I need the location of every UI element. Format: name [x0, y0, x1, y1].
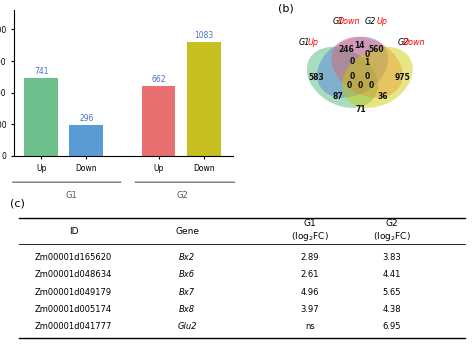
- Bar: [24, 78, 58, 156]
- Text: Up: Up: [376, 17, 387, 25]
- Bar: [70, 125, 103, 156]
- Text: 14: 14: [355, 41, 365, 50]
- Ellipse shape: [307, 47, 378, 108]
- Text: Zm00001d049179: Zm00001d049179: [35, 287, 112, 296]
- Text: 71: 71: [356, 105, 366, 114]
- Text: Gene: Gene: [175, 227, 199, 236]
- Text: Glu2: Glu2: [177, 322, 197, 331]
- Text: 246: 246: [338, 45, 354, 54]
- Text: 741: 741: [34, 67, 48, 76]
- Text: G1: G1: [299, 38, 310, 47]
- Bar: [142, 86, 175, 156]
- Text: 0: 0: [358, 81, 363, 90]
- Text: 975: 975: [395, 73, 410, 82]
- Text: 0: 0: [365, 50, 370, 58]
- Text: 560: 560: [368, 45, 383, 54]
- Text: ID: ID: [69, 227, 78, 236]
- Text: ns: ns: [305, 322, 315, 331]
- Text: Zm00001d165620: Zm00001d165620: [35, 253, 112, 262]
- Text: 4.41: 4.41: [383, 270, 401, 279]
- Text: G1: G1: [65, 191, 77, 200]
- Text: Zm00001d041777: Zm00001d041777: [35, 322, 112, 331]
- Text: G1: G1: [332, 17, 344, 25]
- Text: Bx2: Bx2: [179, 253, 195, 262]
- Text: Zm00001d048634: Zm00001d048634: [35, 270, 112, 279]
- Text: 6.95: 6.95: [383, 322, 401, 331]
- Bar: [187, 42, 220, 156]
- Text: Bx7: Bx7: [179, 287, 195, 296]
- Text: 3.97: 3.97: [301, 305, 319, 314]
- Text: 36: 36: [377, 92, 388, 101]
- Text: Down: Down: [337, 17, 360, 25]
- Text: G1
(log$_2$FC): G1 (log$_2$FC): [291, 219, 329, 243]
- Text: Up: Up: [308, 38, 319, 47]
- Text: 0: 0: [350, 57, 355, 66]
- Text: Zm00001d005174: Zm00001d005174: [35, 305, 112, 314]
- Text: (c): (c): [9, 198, 25, 208]
- Text: G2: G2: [398, 38, 409, 47]
- Text: Bx6: Bx6: [179, 270, 195, 279]
- Text: G2
(log$_2$FC): G2 (log$_2$FC): [373, 219, 411, 243]
- Text: Bx8: Bx8: [179, 305, 195, 314]
- Text: 3.83: 3.83: [383, 253, 401, 262]
- Text: 4.96: 4.96: [301, 287, 319, 296]
- Text: 2.89: 2.89: [301, 253, 319, 262]
- Text: 296: 296: [79, 114, 94, 123]
- Text: G2: G2: [365, 17, 376, 25]
- Text: 0: 0: [347, 81, 352, 90]
- Ellipse shape: [332, 37, 403, 98]
- Text: G2: G2: [177, 191, 189, 200]
- Text: 1083: 1083: [194, 31, 213, 40]
- Text: Down: Down: [402, 38, 425, 47]
- Text: (b): (b): [278, 3, 294, 13]
- Text: 87: 87: [333, 92, 344, 101]
- Ellipse shape: [342, 47, 413, 108]
- Text: 5.65: 5.65: [383, 287, 401, 296]
- Ellipse shape: [317, 37, 388, 98]
- Text: 1: 1: [365, 58, 370, 66]
- Text: 2.61: 2.61: [301, 270, 319, 279]
- Text: 662: 662: [151, 75, 166, 84]
- Text: 0: 0: [350, 72, 355, 81]
- Text: 4.38: 4.38: [383, 305, 401, 314]
- Text: 583: 583: [309, 73, 324, 82]
- Text: 0: 0: [369, 81, 374, 90]
- Text: 0: 0: [365, 72, 370, 81]
